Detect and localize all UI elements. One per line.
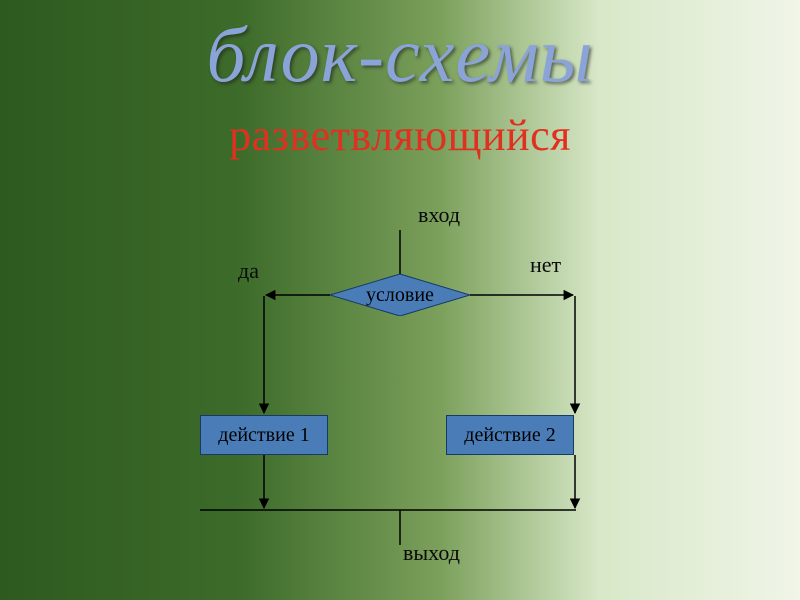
label-action1: действие 1 (218, 424, 309, 447)
node-action1: действие 1 (200, 415, 328, 455)
flowchart-diagram: вход да нет условие действие 1 действие … (0, 0, 800, 600)
label-entry: вход (418, 202, 460, 228)
label-action2: действие 2 (464, 424, 555, 447)
label-exit: выход (403, 540, 460, 566)
label-condition: условие (366, 284, 434, 307)
node-condition: условие (330, 274, 470, 316)
label-yes: да (238, 258, 259, 284)
node-action2: действие 2 (446, 415, 574, 455)
label-no: нет (530, 252, 561, 278)
